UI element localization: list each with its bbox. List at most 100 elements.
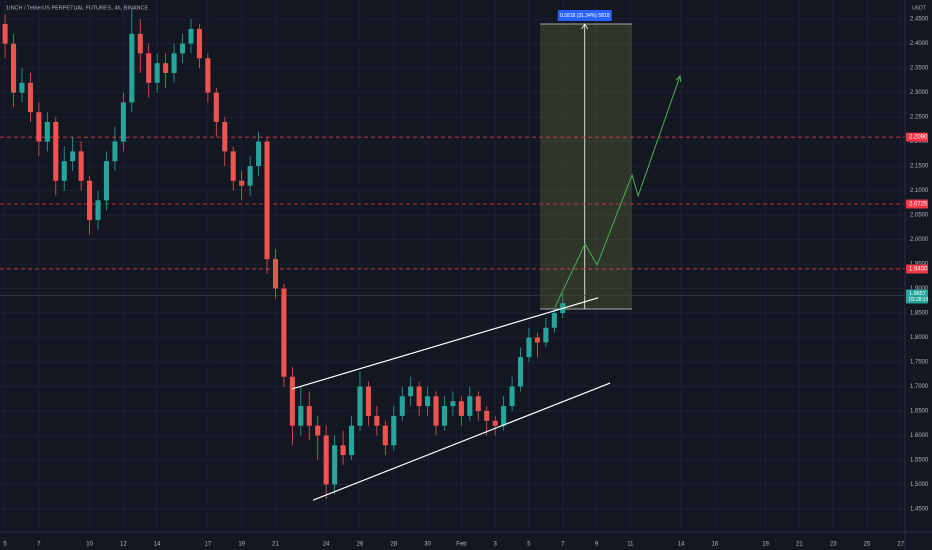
y-tick-label: 2.4000 (910, 41, 929, 47)
y-tick-label: 2.4500 (910, 17, 929, 23)
x-tick-label: 24 (323, 542, 330, 548)
x-tick-label: 25 (864, 542, 871, 548)
candle-body (19, 82, 25, 93)
x-tick-label: 14 (678, 542, 685, 548)
x-tick-label: 26 (357, 542, 364, 548)
candle-body (450, 401, 456, 407)
axes: 5 7 10 12 14 17 19 21 24 26 28 30 Feb 3 5 7 9 11 14 16 19 21 2… (3, 17, 929, 548)
x-tick-label: 21 (272, 542, 279, 548)
trend-line (291, 297, 599, 390)
candle-body (188, 28, 194, 44)
candle-body (501, 406, 507, 426)
candle-body (298, 406, 304, 426)
position-label-box (557, 10, 612, 22)
level-label: 2.0725 (909, 202, 928, 208)
y-tick-label: 2.1000 (910, 188, 929, 194)
candle-body (129, 33, 135, 103)
candle-body (441, 406, 448, 426)
candle-body (213, 92, 219, 122)
y-tick-label: 1.9000 (910, 286, 929, 292)
x-tick-label: 10 (86, 542, 93, 548)
x-tick-label: 11 (627, 542, 634, 548)
x-tick-label: 28 (390, 542, 397, 548)
y-tick-label: 2.2000 (910, 139, 929, 145)
candle-body (526, 337, 532, 358)
candle-body (230, 151, 236, 181)
x-tick-label: 14 (154, 542, 161, 548)
candle-body (256, 141, 262, 167)
plot: 0.5818 (31.34%) 5818 (0, 9, 905, 501)
candle-body (103, 161, 110, 201)
candle-body (433, 396, 439, 426)
candle-body (517, 357, 524, 387)
countdown-label: 03:28:13 (909, 297, 929, 303)
candle-body (306, 406, 312, 426)
level-label: 1.9400 (909, 267, 928, 273)
candle-body (163, 63, 169, 73)
candle-body (95, 200, 101, 220)
candle-body (171, 53, 177, 73)
candle-body (340, 445, 346, 456)
x-tick-label: 7 (561, 542, 565, 548)
candle-body (323, 435, 329, 485)
candle-body (543, 327, 549, 343)
projection-arrow-head (675, 74, 682, 82)
candle-body (332, 445, 338, 485)
candle-body (365, 386, 371, 416)
y-tick-label: 1.5500 (910, 458, 929, 464)
candle-body (467, 396, 473, 416)
candle-body (154, 63, 160, 83)
projection-path (554, 75, 681, 308)
candle-body (247, 166, 253, 186)
y-tick-label: 2.0500 (910, 213, 929, 219)
candle-body (196, 28, 202, 59)
candle-body (78, 151, 84, 181)
x-tick-label: 12 (120, 542, 127, 548)
unit-label: USDT (912, 5, 926, 11)
y-tick-label: 2.0000 (910, 237, 929, 243)
last-price-box (906, 289, 928, 304)
candle-body (120, 102, 126, 142)
candle-body (348, 425, 355, 456)
candle-body (146, 53, 152, 83)
trend-line (312, 382, 611, 501)
candle-body (87, 180, 93, 220)
y-tick-label: 1.6000 (910, 433, 929, 439)
candle-body (205, 58, 211, 93)
candle-body (44, 121, 50, 142)
y-tick-label: 2.1500 (910, 164, 929, 170)
candle-body (289, 376, 295, 426)
candle-body (2, 24, 8, 44)
level-label-box (906, 199, 928, 209)
x-tick-label: 3 (494, 542, 498, 548)
x-tick-label: 9 (595, 542, 599, 548)
y-tick-label: 2.2500 (910, 115, 929, 121)
candle-body (272, 259, 279, 289)
candle-body (27, 82, 33, 113)
level-label-box (906, 132, 928, 142)
y-tick-label: 1.8000 (910, 335, 929, 341)
candle-body (416, 386, 422, 407)
candle-body (137, 33, 143, 54)
candle-body (264, 141, 270, 260)
y-tick-label: 1.4500 (910, 507, 929, 513)
x-tick-label: 21 (796, 542, 803, 548)
x-tick-label: 5 (3, 542, 7, 548)
candle-body (425, 396, 431, 407)
candle-body (53, 121, 59, 181)
x-tick-label: 7 (37, 542, 41, 548)
x-tick-label: Feb (456, 542, 467, 548)
candle-body (492, 420, 498, 426)
candle-body (382, 425, 388, 446)
y-tick-label: 2.3000 (910, 90, 929, 96)
position-label: 0.5818 (31.34%) 5818 (560, 13, 610, 19)
arrow-head (581, 23, 589, 30)
candle-body (222, 121, 228, 152)
candle-body (534, 337, 540, 343)
candle-body (10, 43, 17, 93)
level-label-box (906, 264, 928, 274)
x-tick-label: 19 (762, 542, 769, 548)
